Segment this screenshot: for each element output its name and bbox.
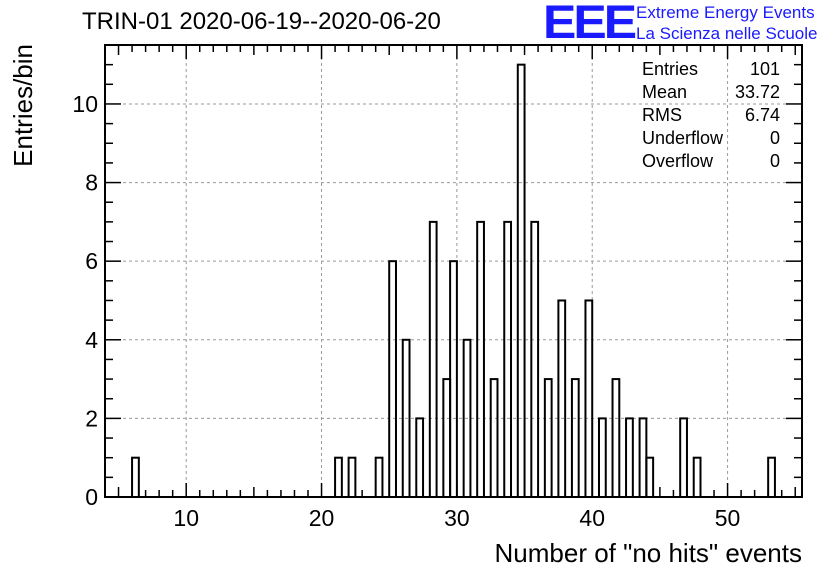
tick-labels: 10 20 30 40 50 0 2 4 6 8 10 [72,91,740,531]
histogram-bar [530,220,540,498]
histogram-bar [638,417,648,498]
x-tick-label: 10 [173,505,199,531]
x-tick-label: 40 [579,505,605,531]
stat-value: 0 [769,128,780,148]
stat-row-underflow: Underflow 0 [642,127,780,150]
logo-line-2: La Scienza nelle Scuole [636,24,818,43]
histogram-bar [442,378,452,498]
histogram-bar [557,299,567,499]
histogram-bar [611,378,621,498]
histogram-bar [131,456,140,498]
x-tick-label: 50 [715,505,741,531]
histogram-bar [449,260,458,498]
logo-line-1: Extreme Energy Events [636,3,815,22]
stat-row-rms: RMS 6.74 [642,104,780,127]
stat-label: Mean [642,82,688,102]
y-tick-label: 10 [72,91,98,117]
histogram-bar [516,63,526,499]
histogram-bar [476,220,485,498]
stat-label: Overflow [642,151,714,171]
histogram-bar [543,378,553,498]
stat-value: 6.74 [744,105,780,125]
x-tick-label: 30 [444,505,470,531]
histogram-bar [645,456,655,498]
histogram-bar [625,417,634,498]
chart-title: TRIN-01 2020-06-19--2020-06-20 [82,8,441,35]
histogram-bar [503,220,513,498]
stat-value: 33.72 [734,82,780,102]
stat-label: RMS [642,105,682,125]
stat-row-mean: Mean 33.72 [642,81,780,104]
stat-value: 101 [749,59,780,79]
stat-label: Entries [642,59,699,79]
plot-frame [104,44,803,498]
histogram-bar [767,456,776,498]
stat-value: 0 [769,151,780,171]
x-axis-label: Number of "no hits" events [495,538,803,568]
y-tick-label: 6 [85,248,98,274]
x-tick-label: 20 [309,505,335,531]
eee-logo: EEE [543,0,637,49]
histogram-bar [570,378,580,498]
histogram-bar [334,456,343,498]
histogram-bar [679,417,688,498]
stat-row-entries: Entries 101 [642,58,780,81]
stats-box: Entries 101 Mean 33.72 RMS 6.74 Underflo… [642,58,780,173]
stat-row-overflow: Overflow 0 [642,150,780,173]
y-tick-label: 0 [85,484,98,510]
axis-ticks [105,45,802,498]
histogram-bar [692,456,702,498]
histogram-bar [415,417,425,498]
histogram-bar [347,456,357,498]
histogram-bar [584,299,594,499]
histogram-bar [388,260,397,498]
y-tick-label: 2 [85,405,98,431]
histogram-bar [428,220,438,498]
stat-label: Underflow [642,128,724,148]
y-tick-label: 4 [85,327,98,353]
histogram-bar [374,456,384,498]
y-axis-label: Entries/bin [8,44,38,167]
histogram-bar [489,378,499,498]
histogram-bar [597,417,607,498]
y-tick-label: 8 [85,170,98,196]
